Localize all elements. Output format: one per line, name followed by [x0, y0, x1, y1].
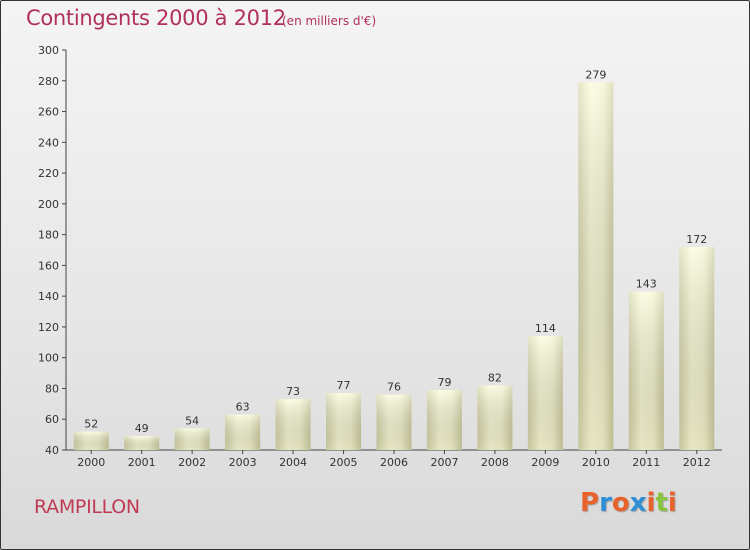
- bar-shade: [426, 390, 462, 450]
- y-tick-label: 220: [38, 167, 59, 180]
- y-tick-label: 160: [38, 259, 59, 272]
- bar-shade: [326, 393, 362, 450]
- logo-letter: t: [655, 488, 668, 518]
- bar-value-label: 279: [585, 68, 606, 81]
- x-tick-label: 2005: [330, 456, 358, 469]
- bar-value-label: 172: [686, 233, 707, 246]
- x-tick-label: 2007: [430, 456, 458, 469]
- y-tick-label: 300: [38, 44, 59, 57]
- chart-title: Contingents 2000 à 2012: [26, 6, 286, 30]
- y-tick-label: 120: [38, 321, 59, 334]
- bar-shade: [527, 336, 563, 450]
- y-tick-label: 100: [38, 352, 59, 365]
- x-tick-label: 2006: [380, 456, 408, 469]
- bar-shade: [73, 431, 109, 450]
- x-tick-label: 2011: [632, 456, 660, 469]
- x-tick-label: 2004: [279, 456, 307, 469]
- chart-unit: (en milliers d'€): [282, 14, 377, 28]
- chart-labels: 2000 52 2001 49 2002 54 2003 63 2004 73 2005 77 2006…: [77, 68, 711, 469]
- y-tick-label: 180: [38, 229, 59, 242]
- x-tick-label: 2002: [178, 456, 206, 469]
- bar-value-label: 79: [437, 376, 451, 389]
- x-tick-label: 2000: [77, 456, 105, 469]
- bar-value-label: 76: [387, 381, 401, 394]
- y-tick-label: 260: [38, 106, 59, 119]
- x-tick-label: 2010: [582, 456, 610, 469]
- y-tick-label: 40: [45, 444, 59, 457]
- bar-value-label: 73: [286, 385, 300, 398]
- logo-letter: x: [629, 488, 647, 518]
- bar-shade: [376, 394, 412, 450]
- bar-value-label: 114: [535, 322, 556, 335]
- bar-shade: [679, 246, 715, 450]
- bar-value-label: 63: [236, 401, 250, 414]
- logo-letter: i: [667, 488, 677, 518]
- bar-shade: [275, 399, 311, 450]
- y-tick-label: 200: [38, 198, 59, 211]
- x-tick-label: 2009: [531, 456, 559, 469]
- bar-value-label: 143: [636, 278, 657, 291]
- y-tick-label: 140: [38, 290, 59, 303]
- y-tick-label: 80: [45, 382, 59, 395]
- logo-letter: o: [611, 488, 630, 518]
- bar-value-label: 49: [135, 422, 149, 435]
- logo-letter: r: [599, 488, 612, 518]
- proxiti-logo: Proxiti: [580, 488, 677, 518]
- y-tick-label: 240: [38, 136, 59, 149]
- y-tick-label: 60: [45, 413, 59, 426]
- bar-value-label: 77: [337, 379, 351, 392]
- x-tick-label: 2001: [128, 456, 156, 469]
- bar-value-label: 52: [84, 418, 98, 431]
- bar-shade: [225, 414, 261, 450]
- y-tick-label: 280: [38, 75, 59, 88]
- x-tick-label: 2003: [229, 456, 257, 469]
- bar-shade: [578, 82, 614, 451]
- x-tick-label: 2012: [683, 456, 711, 469]
- bar-shade: [174, 428, 210, 450]
- commune-name: RAMPILLON: [34, 496, 140, 518]
- bar-shade: [124, 436, 160, 450]
- bar-shade: [628, 291, 664, 450]
- bar-value-label: 82: [488, 371, 502, 384]
- logo-letter: P: [580, 488, 600, 518]
- chart-bars: [73, 82, 715, 451]
- logo-letter: i: [646, 488, 656, 518]
- bar-value-label: 54: [185, 414, 199, 427]
- x-tick-label: 2008: [481, 456, 509, 469]
- bar-shade: [477, 385, 513, 450]
